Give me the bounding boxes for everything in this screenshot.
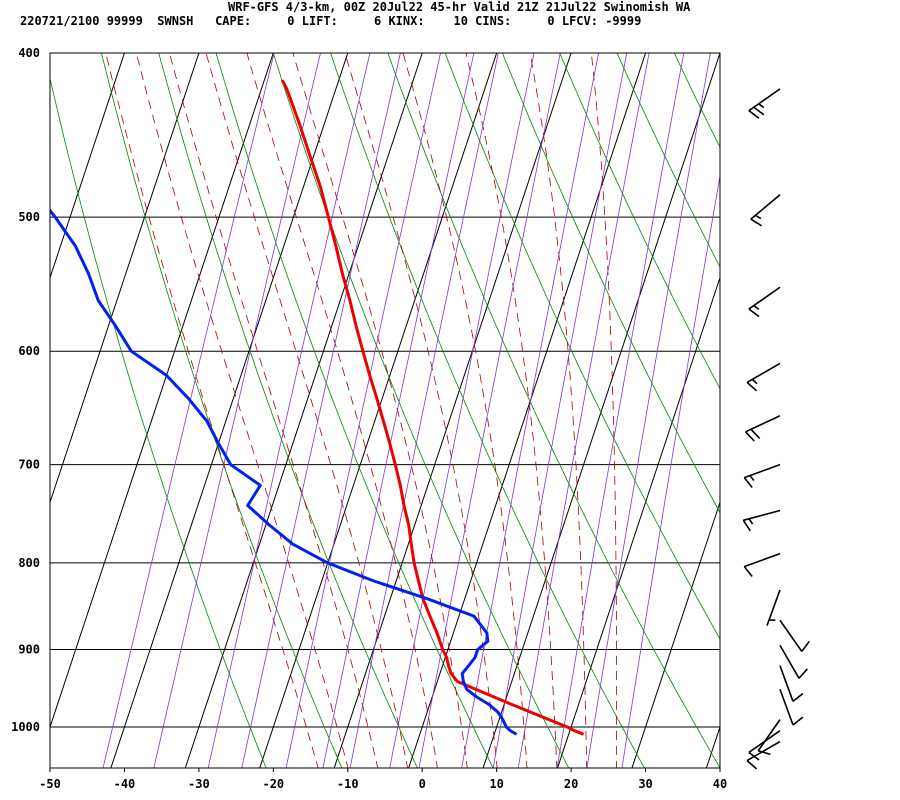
chart-title: WRF-GFS 4/3-km, 00Z 20Jul22 45-hr Valid …	[228, 0, 691, 14]
x-tick-label: -30	[188, 777, 210, 791]
background-lines	[50, 15, 900, 770]
wind-barb	[743, 463, 781, 489]
wind-barb	[748, 730, 781, 761]
y-tick-label: 1000	[11, 720, 40, 734]
x-tick-label: -20	[262, 777, 284, 791]
moist-adiabat	[344, 53, 498, 768]
x-tick-label: 10	[489, 777, 503, 791]
mixing-ratio-line	[153, 53, 321, 768]
dry-adiabat	[559, 53, 720, 390]
moist-adiabat	[135, 53, 349, 768]
isotherm	[110, 53, 349, 768]
mixing-ratio-line	[586, 53, 711, 768]
dry-adiabat	[215, 53, 494, 768]
mixing-ratio-line	[492, 53, 628, 768]
wind-barb	[766, 589, 781, 626]
mixing-ratio-line	[241, 53, 401, 768]
isotherm	[705, 725, 720, 768]
x-tick-label: 0	[419, 777, 426, 791]
mixing-ratio-line	[389, 53, 535, 768]
moist-adiabat	[105, 53, 319, 768]
isotherm	[259, 53, 498, 768]
isotherm	[50, 53, 51, 55]
y-tick-label: 800	[18, 556, 40, 570]
x-tick-label: -50	[39, 777, 61, 791]
moist-adiabat	[292, 53, 468, 768]
moist-adiabat	[402, 53, 528, 768]
wind-barb	[779, 619, 810, 652]
mixing-ratio-line	[418, 53, 561, 768]
moist-adiabat	[169, 53, 379, 768]
dewpoint-profile	[50, 208, 518, 736]
wind-barb	[742, 509, 781, 532]
isotherm	[184, 53, 423, 768]
x-tick-label: -10	[337, 777, 359, 791]
moist-adiabat	[590, 53, 617, 768]
isotherm	[408, 53, 647, 768]
y-tick-label: 600	[18, 344, 40, 358]
profiles	[50, 79, 585, 736]
y-tick-label: 500	[18, 210, 40, 224]
isotherm	[50, 53, 274, 729]
dry-adiabat	[387, 53, 720, 768]
isotherm	[50, 53, 200, 504]
isotherm	[333, 53, 572, 768]
isotherm	[50, 53, 125, 280]
mixing-ratio-line	[556, 53, 685, 768]
sounding-indices: 220721/2100 99999 SWNSH CAPE: 0 LIFT: 6 …	[20, 14, 642, 28]
mixing-ratio-line	[322, 53, 475, 768]
mixing-ratio-line	[285, 53, 441, 768]
wind-barbs	[742, 88, 810, 770]
y-tick-label: 700	[18, 458, 40, 472]
dry-adiabat	[158, 53, 418, 768]
wind-barb	[744, 415, 781, 442]
wind-barb	[748, 88, 781, 119]
y-tick-label: 900	[18, 642, 40, 656]
axes: 400 500 600 700 800 900 1000 -50 -40 -30 -20 -10 0 10…	[11, 46, 727, 791]
wind-barb	[779, 688, 804, 726]
dry-adiabat	[444, 53, 720, 640]
moist-adiabat	[465, 53, 558, 768]
isotherm	[482, 53, 720, 768]
wind-barb	[746, 362, 781, 392]
wind-barb	[779, 645, 808, 679]
mixing-ratio-line	[207, 53, 371, 768]
plot-frame	[49, 52, 721, 769]
temperature-profile	[280, 79, 585, 736]
dry-adiabat	[673, 53, 720, 149]
dry-adiabat	[100, 53, 343, 768]
y-tick-label: 400	[18, 46, 40, 60]
x-tick-label: -40	[114, 777, 136, 791]
dry-adiabat	[50, 76, 267, 768]
wind-barb	[748, 286, 781, 318]
mixing-ratio-line	[461, 53, 600, 768]
isotherm	[631, 500, 720, 768]
dry-adiabat	[330, 53, 645, 768]
x-tick-label: 20	[564, 777, 578, 791]
moist-adiabat	[529, 53, 588, 768]
moist-adiabat	[205, 53, 409, 768]
wind-barb	[779, 665, 804, 703]
mixing-ratio-line	[349, 53, 499, 768]
mixing-ratio-line	[621, 173, 720, 768]
mixing-ratio-line	[102, 53, 275, 768]
x-tick-label: 40	[713, 777, 727, 791]
x-tick-label: 30	[638, 777, 652, 791]
dry-adiabat	[713, 15, 900, 770]
wind-barb	[757, 719, 781, 756]
wind-barb	[746, 740, 781, 770]
wind-barb	[743, 552, 781, 578]
isotherm	[556, 276, 720, 768]
dry-adiabat	[616, 53, 720, 268]
moist-adiabat	[246, 53, 438, 768]
mixing-ratio-line	[517, 53, 650, 768]
wind-barb	[750, 194, 781, 227]
